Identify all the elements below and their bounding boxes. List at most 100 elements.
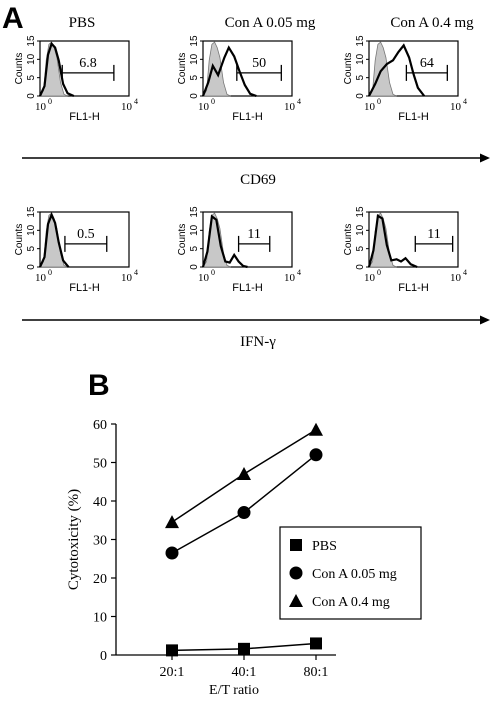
stained-histogram [201, 45, 257, 98]
y-axis-label: Counts [343, 224, 354, 256]
y-axis-title: Cytotoxicity (%) [66, 489, 82, 590]
x-tick-max-base: 10 [450, 272, 462, 284]
y-tick-label: 5 [189, 245, 200, 251]
series-0-point-1 [238, 642, 250, 655]
series-2 [165, 422, 323, 529]
legend-marker-1 [289, 566, 303, 580]
gate-percentage: 0.5 [77, 227, 95, 242]
y-tick-label: 0 [26, 93, 37, 99]
x-tick-min-exp: 0 [377, 97, 381, 106]
series-1-point-0 [165, 546, 179, 560]
x-tick-label-0: 20:1 [160, 665, 185, 680]
x-tick-min-exp: 0 [211, 268, 215, 277]
y-tick-label: 0 [355, 264, 366, 270]
x-tick-min-base: 10 [35, 101, 47, 113]
x-tick-max-base: 10 [284, 101, 296, 113]
gate-percentage: 50 [252, 56, 266, 71]
x-tick-min-exp: 0 [377, 268, 381, 277]
x-tick-max-exp: 4 [297, 268, 301, 277]
gate-percentage: 11 [247, 227, 260, 242]
series-0-point-2 [310, 637, 322, 650]
column-title-cona-04: Con A 0.4 mg [390, 15, 474, 31]
x-tick-max-base: 10 [121, 101, 133, 113]
y-axis-label: Counts [177, 53, 188, 85]
y-tick-label: 5 [355, 245, 366, 251]
gate-percentage: 64 [420, 56, 434, 71]
x-tick-label-1: 40:1 [232, 665, 257, 680]
y-tick-label: 15 [189, 35, 200, 47]
x-tick-min-base: 10 [198, 101, 210, 113]
x-tick-max-exp: 4 [134, 97, 138, 106]
y-tick-label: 0 [189, 93, 200, 99]
ifng-label: IFN-γ [240, 334, 276, 350]
series-0 [166, 637, 322, 657]
series-2-point-0 [165, 515, 179, 529]
legend-box [279, 526, 422, 620]
stained-histogram [38, 41, 75, 98]
y-tick-label: 10 [189, 53, 200, 65]
x-axis-label: FL1-H [69, 282, 100, 294]
y-tick-label: 0 [26, 264, 37, 270]
series-1 [165, 448, 323, 560]
gate-percentage: 6.8 [79, 56, 97, 71]
cd69-arrowhead [480, 153, 490, 163]
y-tick-label: 15 [355, 35, 366, 47]
y-tick-label-60: 60 [93, 418, 107, 433]
x-tick-min-exp: 0 [48, 97, 52, 106]
x-tick-label-2: 80:1 [304, 665, 329, 680]
x-tick-max-exp: 4 [134, 268, 138, 277]
x-axis-label: FL1-H [232, 111, 263, 123]
x-tick-max-base: 10 [284, 272, 296, 284]
y-tick-label: 15 [26, 206, 37, 218]
legend-marker-0 [290, 539, 302, 551]
x-tick-min-exp: 0 [48, 268, 52, 277]
y-tick-label: 15 [355, 206, 366, 218]
y-tick-label: 0 [355, 93, 366, 99]
y-axis-label: Counts [14, 53, 25, 85]
histogram-frame [39, 211, 130, 268]
y-tick-label: 10 [355, 53, 366, 65]
histogram-frame [368, 211, 459, 268]
ifng-arrowhead [480, 315, 490, 325]
x-axis-title: E/T ratio [209, 683, 259, 698]
x-axis-label: FL1-H [69, 111, 100, 123]
series-1-point-1 [237, 506, 251, 520]
panel-b-label: B [88, 369, 110, 402]
x-tick-max-exp: 4 [463, 268, 467, 277]
y-tick-label-40: 40 [93, 495, 107, 510]
y-tick-label-0: 0 [100, 649, 107, 664]
legend-marker-2 [289, 594, 303, 607]
x-tick-min-base: 10 [198, 272, 210, 284]
y-tick-label: 15 [26, 35, 37, 47]
legend-label-1: Con A 0.05 mg [312, 567, 397, 582]
stained-histogram [368, 43, 426, 97]
x-tick-max-base: 10 [450, 101, 462, 113]
y-axis-label: Counts [343, 53, 354, 85]
y-tick-label-50: 50 [93, 457, 107, 472]
y-tick-label: 5 [26, 74, 37, 80]
stained-histogram [38, 211, 70, 268]
x-tick-min-base: 10 [364, 101, 376, 113]
x-tick-max-base: 10 [121, 272, 133, 284]
y-tick-label: 10 [26, 224, 37, 236]
histogram-frame [202, 40, 293, 97]
legend-label-2: Con A 0.4 mg [312, 595, 390, 610]
series-2-point-2 [309, 422, 323, 436]
stained-histogram [201, 214, 248, 269]
legend-label-0: PBS [312, 539, 337, 554]
y-tick-label: 10 [189, 224, 200, 236]
column-title-cona-005: Con A 0.05 mg [225, 15, 316, 31]
y-axis-label: Counts [177, 224, 188, 256]
y-axis-label: Counts [14, 224, 25, 256]
y-tick-label: 10 [26, 53, 37, 65]
y-tick-label-10: 10 [93, 611, 107, 626]
series-0-point-0 [166, 644, 178, 657]
x-tick-min-base: 10 [35, 272, 47, 284]
legend: PBS Con A 0.05 mg Con A 0.4 mg [279, 526, 422, 620]
column-title-pbs: PBS [69, 15, 96, 31]
x-tick-min-base: 10 [364, 272, 376, 284]
